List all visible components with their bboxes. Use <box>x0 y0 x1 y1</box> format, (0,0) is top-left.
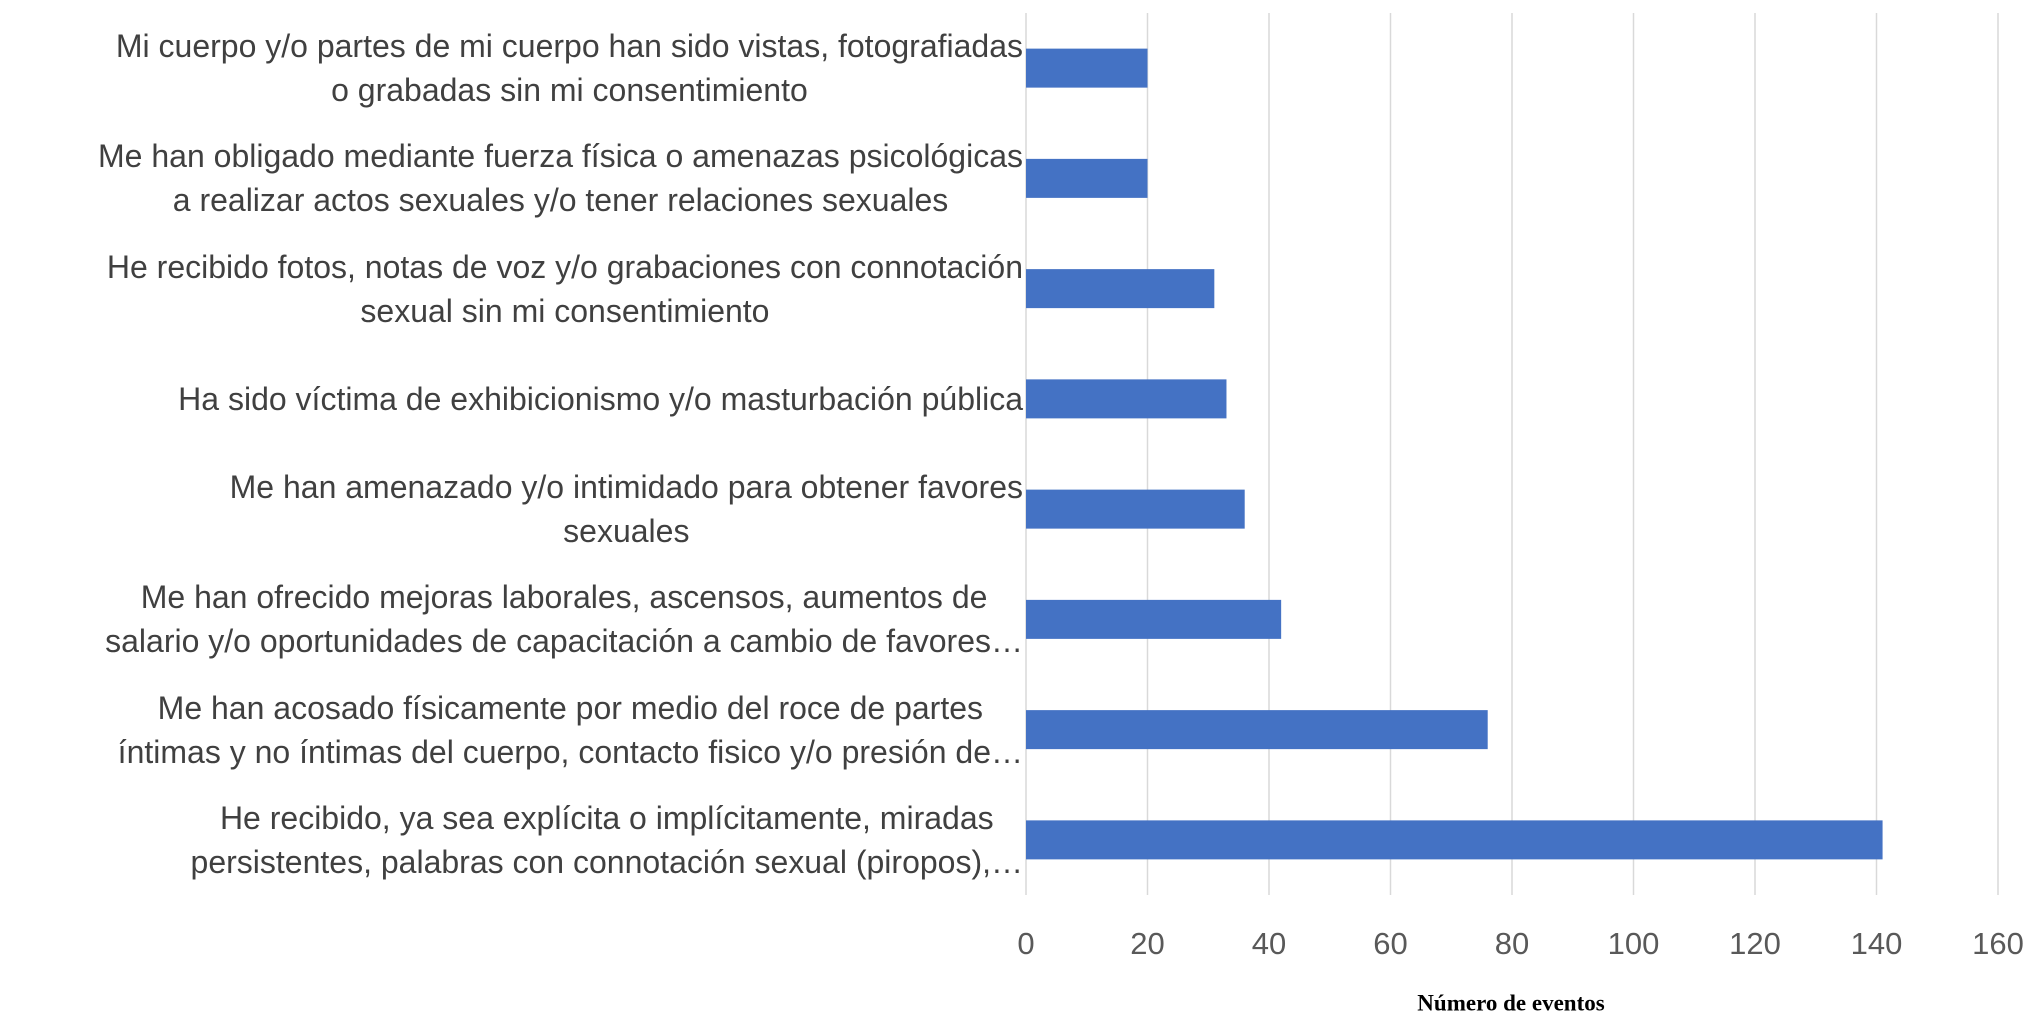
x-tick-label: 20 <box>1130 926 1164 961</box>
y-tick-label: Me han amenazado y/o intimidado para obt… <box>229 469 1023 550</box>
x-tick-label: 80 <box>1495 926 1529 961</box>
x-tick-label: 40 <box>1252 926 1286 961</box>
y-tick-label: Me han acosado físicamente por medio del… <box>117 689 1023 770</box>
bar <box>1026 158 1148 198</box>
x-tick-label: 140 <box>1851 926 1903 961</box>
bar <box>1026 489 1245 529</box>
y-tick-label: He recibido, ya sea explícita o implícit… <box>190 799 1023 880</box>
x-tick-label: 0 <box>1017 926 1034 961</box>
bar <box>1026 599 1282 639</box>
y-tick-label: Ha sido víctima de exhibicionismo y/o ma… <box>178 380 1023 417</box>
x-tick-label: 100 <box>1608 926 1660 961</box>
y-tick-label: Mi cuerpo y/o partes de mi cuerpo han si… <box>115 28 1023 109</box>
bar <box>1026 48 1148 88</box>
x-tick-label: 60 <box>1373 926 1407 961</box>
bar <box>1026 379 1227 419</box>
bar <box>1026 710 1488 750</box>
y-tick-label: He recibido fotos, notas de voz y/o grab… <box>106 248 1023 329</box>
x-tick-label: 160 <box>1972 926 2024 961</box>
bar <box>1026 820 1883 860</box>
bar <box>1026 269 1215 309</box>
x-axis-title: Número de eventos <box>1417 990 1604 1015</box>
y-tick-label: Me han ofrecido mejoras laborales, ascen… <box>105 579 1023 660</box>
y-tick-label: Me han obligado mediante fuerza física o… <box>98 138 1023 219</box>
x-tick-label: 120 <box>1729 926 1781 961</box>
